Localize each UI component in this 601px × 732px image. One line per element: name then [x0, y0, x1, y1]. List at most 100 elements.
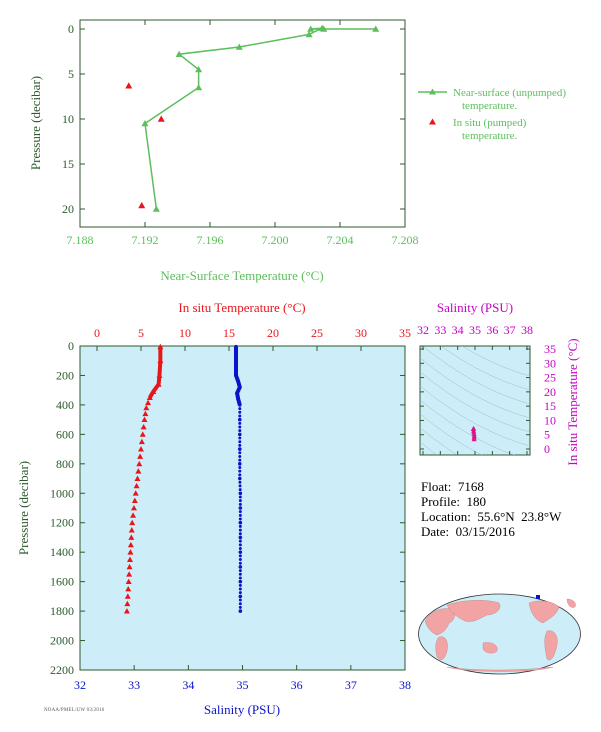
- temperature-point: [130, 505, 137, 511]
- temperature-point: [156, 372, 163, 378]
- profile-marks: [123, 343, 243, 614]
- near-surface-point: [195, 66, 203, 73]
- temperature-point: [141, 416, 148, 423]
- salinity-point: [238, 587, 242, 591]
- pressure-tick-label: 1400: [50, 545, 74, 559]
- x-tick-label: 7.204: [327, 233, 354, 247]
- salinity-point: [238, 410, 242, 414]
- salinity-point: [236, 379, 240, 384]
- y-tick-label: 20: [62, 202, 74, 216]
- near-surface-y-ticks: 0 5 10 15 20: [62, 22, 405, 216]
- pressure-tick-label: 400: [56, 398, 74, 412]
- salinity-point: [238, 561, 242, 565]
- salinity-point: [238, 429, 242, 433]
- temperature-point: [125, 578, 132, 585]
- temperature-point: [124, 600, 131, 607]
- temperature-point: [157, 357, 164, 364]
- pressure-axis-ticks: 0 200 400 600 800 1000 1200 1400 1600 1800 2000 220…: [50, 339, 405, 677]
- temperature-point: [126, 563, 133, 570]
- ts-temp-tick-label: 10: [544, 413, 556, 427]
- salinity-point: [238, 517, 242, 521]
- pressure-tick-label: 600: [56, 427, 74, 441]
- temperature-point: [157, 343, 164, 350]
- temperature-point: [127, 541, 134, 548]
- salinity-axis-label: Salinity (PSU): [204, 702, 280, 717]
- in-situ-point: [125, 82, 133, 89]
- salinity-point: [238, 473, 242, 477]
- salinity-point: [238, 579, 243, 584]
- credit-text: NOAA/PMEL/UW 03/2016: [44, 708, 105, 713]
- temperature-point: [138, 438, 145, 445]
- salinity-point: [238, 451, 242, 455]
- salinity-point: [238, 565, 243, 569]
- salinity-point: [234, 344, 238, 349]
- near-surface-point: [235, 43, 243, 50]
- salinity-point: [238, 554, 242, 558]
- map-north-america: [528, 600, 560, 624]
- near-surface-point: [141, 120, 149, 127]
- x-tick-label: 7.200: [262, 233, 289, 247]
- salinity-point: [238, 469, 242, 473]
- temperature-point: [129, 519, 136, 526]
- temperature-point: [127, 549, 134, 555]
- legend-near-surface-line2: temperature.: [462, 100, 518, 112]
- salinity-point: [237, 385, 242, 390]
- x-tick-label: 7.196: [197, 233, 224, 247]
- temperature-point: [150, 388, 157, 395]
- salinity-point: [237, 432, 242, 437]
- salinity-point: [238, 602, 242, 606]
- temp-tick-label: 15: [223, 326, 235, 340]
- temperature-point: [126, 571, 133, 577]
- near-surface-point: [372, 25, 380, 32]
- salinity-point: [238, 591, 242, 595]
- salinity-point: [238, 547, 242, 550]
- legend-in-situ-label: In situ (pumped) temperature.: [453, 117, 529, 142]
- salinity-point: [238, 443, 242, 447]
- pressure-tick-label: 1600: [50, 575, 74, 589]
- temperature-point: [138, 446, 144, 452]
- pressure-tick-label: 2200: [50, 663, 74, 677]
- salinity-point: [238, 528, 242, 532]
- legend-triangle-marker-green: [429, 88, 436, 95]
- temp-tick-label: 20: [267, 326, 279, 340]
- temperature-point: [142, 410, 149, 417]
- salinity-point: [238, 572, 242, 576]
- map-greenland: [566, 598, 576, 608]
- salinity-point: [238, 532, 242, 536]
- salinity-point: [238, 520, 243, 525]
- temperature-point: [155, 381, 162, 387]
- ts-salinity-label: Salinity (PSU): [437, 300, 513, 315]
- temperature-point: [132, 490, 139, 496]
- temp-tick-label: 10: [179, 326, 191, 340]
- world-map: [418, 593, 581, 675]
- temperature-point: [145, 399, 152, 406]
- salinity-point: [237, 447, 242, 451]
- map-australia: [482, 642, 498, 654]
- ts-temp-tick-label: 20: [544, 385, 556, 399]
- salinity-point: [238, 480, 242, 484]
- near-surface-point: [305, 30, 313, 38]
- salinity-point: [234, 373, 238, 378]
- salinity-point: [238, 558, 242, 562]
- ts-salinity-ticks: 32 33 34 35 36 37 38: [417, 323, 533, 455]
- salinity-point: [238, 454, 242, 458]
- salinity-tick-label: 34: [182, 678, 194, 692]
- ts-salinity-tick-label: 37: [504, 323, 516, 337]
- density-contour: [420, 385, 530, 447]
- in-situ-point: [157, 115, 165, 122]
- salinity-point: [238, 583, 242, 587]
- temperature-point: [133, 482, 140, 489]
- near-surface-point: [175, 50, 183, 57]
- temperature-point: [134, 475, 141, 481]
- temperature-point: [130, 512, 137, 518]
- temperature-point: [140, 424, 147, 430]
- ts-salinity-tick-label: 33: [434, 323, 446, 337]
- salinity-point: [238, 436, 242, 440]
- map-africa-south: [435, 636, 448, 660]
- map-float-marker: [536, 595, 540, 599]
- salinity-tick-label: 37: [345, 678, 357, 692]
- salinity-tick-label: 35: [237, 678, 249, 692]
- salinity-tick-label: 36: [291, 678, 303, 692]
